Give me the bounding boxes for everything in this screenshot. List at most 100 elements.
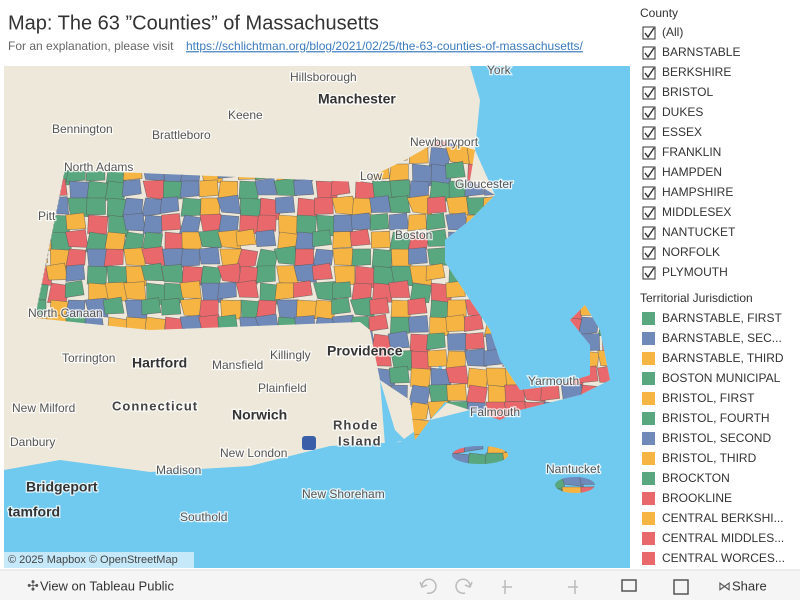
county[interactable] — [65, 248, 87, 268]
county[interactable] — [65, 212, 87, 231]
legend-item[interactable]: BROOKLINE — [662, 491, 732, 505]
county[interactable] — [254, 177, 278, 196]
county[interactable] — [465, 332, 485, 350]
county[interactable] — [45, 262, 68, 281]
county[interactable] — [64, 280, 85, 298]
county[interactable] — [47, 282, 70, 303]
view-link[interactable]: View on Tableau Public — [40, 578, 174, 593]
county[interactable] — [198, 229, 222, 249]
county[interactable] — [331, 195, 356, 216]
county[interactable] — [121, 179, 142, 197]
county[interactable] — [141, 246, 166, 266]
county[interactable] — [370, 230, 391, 249]
county[interactable] — [465, 384, 488, 406]
legend-swatch[interactable] — [642, 372, 655, 385]
county[interactable] — [466, 367, 489, 388]
county[interactable] — [293, 280, 313, 298]
county[interactable] — [65, 264, 86, 282]
county[interactable] — [388, 195, 411, 213]
county[interactable] — [179, 180, 200, 199]
county[interactable] — [464, 348, 488, 367]
county[interactable] — [445, 314, 467, 332]
county[interactable] — [445, 161, 466, 179]
link[interactable]: https://schlichtman.org/blog/2021/02/25/… — [186, 39, 584, 53]
filter-item[interactable]: DUKES — [662, 105, 703, 119]
legend-item[interactable]: CENTRAL MIDDLES... — [662, 531, 784, 545]
filter-item[interactable]: HAMPSHIRE — [662, 185, 733, 199]
county[interactable] — [87, 214, 109, 235]
county[interactable] — [445, 365, 469, 385]
county[interactable] — [407, 384, 431, 406]
county[interactable] — [312, 229, 333, 248]
filter-item[interactable]: PLYMOUTH — [662, 265, 728, 279]
county[interactable] — [427, 349, 448, 367]
filter-item[interactable]: ESSEX — [662, 125, 702, 139]
county[interactable] — [388, 365, 410, 384]
county[interactable] — [410, 367, 431, 387]
legend-item[interactable]: BROCKTON — [662, 471, 730, 485]
legend-swatch[interactable] — [642, 352, 655, 365]
county[interactable] — [485, 367, 508, 388]
county[interactable] — [369, 213, 390, 231]
legend-swatch[interactable] — [642, 392, 655, 405]
county[interactable] — [103, 248, 124, 267]
county[interactable] — [273, 177, 298, 197]
county[interactable] — [235, 248, 259, 269]
legend-item[interactable]: BRISTOL, FIRST — [662, 391, 755, 405]
legend-swatch[interactable] — [642, 332, 655, 345]
filter-item[interactable]: HAMPDEN — [662, 165, 722, 179]
county[interactable] — [199, 179, 219, 198]
legend-item[interactable]: BARNSTABLE, THIRD — [662, 351, 784, 365]
county[interactable] — [464, 314, 484, 332]
county[interactable] — [276, 299, 299, 320]
county[interactable] — [141, 297, 162, 315]
county[interactable] — [86, 180, 109, 201]
legend-item[interactable]: BRISTOL, FOURTH — [662, 411, 770, 425]
county[interactable] — [275, 196, 296, 214]
filter-item[interactable]: MIDDLESEX — [662, 205, 731, 219]
county[interactable] — [235, 279, 259, 298]
filter-item[interactable]: NANTUCKET — [662, 225, 736, 239]
county[interactable] — [311, 262, 333, 281]
county[interactable] — [274, 282, 295, 301]
legend-item[interactable]: CENTRAL BERKSHI... — [662, 511, 784, 525]
county[interactable] — [387, 330, 410, 349]
county[interactable] — [446, 299, 467, 318]
county[interactable] — [446, 196, 469, 216]
legend-swatch[interactable] — [642, 512, 655, 525]
county[interactable] — [369, 297, 390, 315]
county[interactable] — [349, 228, 371, 247]
county[interactable] — [123, 281, 147, 301]
county[interactable] — [446, 383, 467, 401]
county[interactable] — [371, 248, 393, 268]
county[interactable] — [333, 214, 353, 233]
county[interactable] — [255, 229, 277, 248]
county[interactable] — [161, 264, 184, 284]
county[interactable] — [408, 315, 429, 333]
county[interactable] — [180, 197, 202, 217]
county[interactable] — [65, 229, 89, 248]
filter-item[interactable]: (All) — [662, 25, 683, 39]
county[interactable] — [351, 248, 371, 267]
county[interactable] — [389, 179, 412, 198]
toolbar-icons[interactable] — [419, 578, 689, 595]
county[interactable] — [159, 196, 180, 215]
county[interactable] — [350, 212, 372, 231]
county[interactable] — [122, 212, 146, 232]
county[interactable] — [332, 247, 355, 266]
county[interactable] — [235, 228, 257, 247]
county[interactable] — [408, 247, 428, 265]
county[interactable] — [200, 197, 220, 216]
legend-swatch[interactable] — [642, 452, 655, 465]
county[interactable] — [409, 282, 433, 304]
county[interactable] — [330, 178, 351, 197]
county[interactable] — [351, 197, 372, 216]
county[interactable] — [86, 197, 106, 216]
county[interactable] — [293, 178, 315, 196]
county[interactable] — [389, 316, 410, 335]
legend-item[interactable]: BARNSTABLE, FIRST — [662, 311, 782, 325]
legend-swatch[interactable] — [642, 532, 655, 545]
county[interactable] — [181, 231, 202, 250]
county[interactable] — [425, 263, 446, 281]
county[interactable] — [142, 214, 165, 235]
